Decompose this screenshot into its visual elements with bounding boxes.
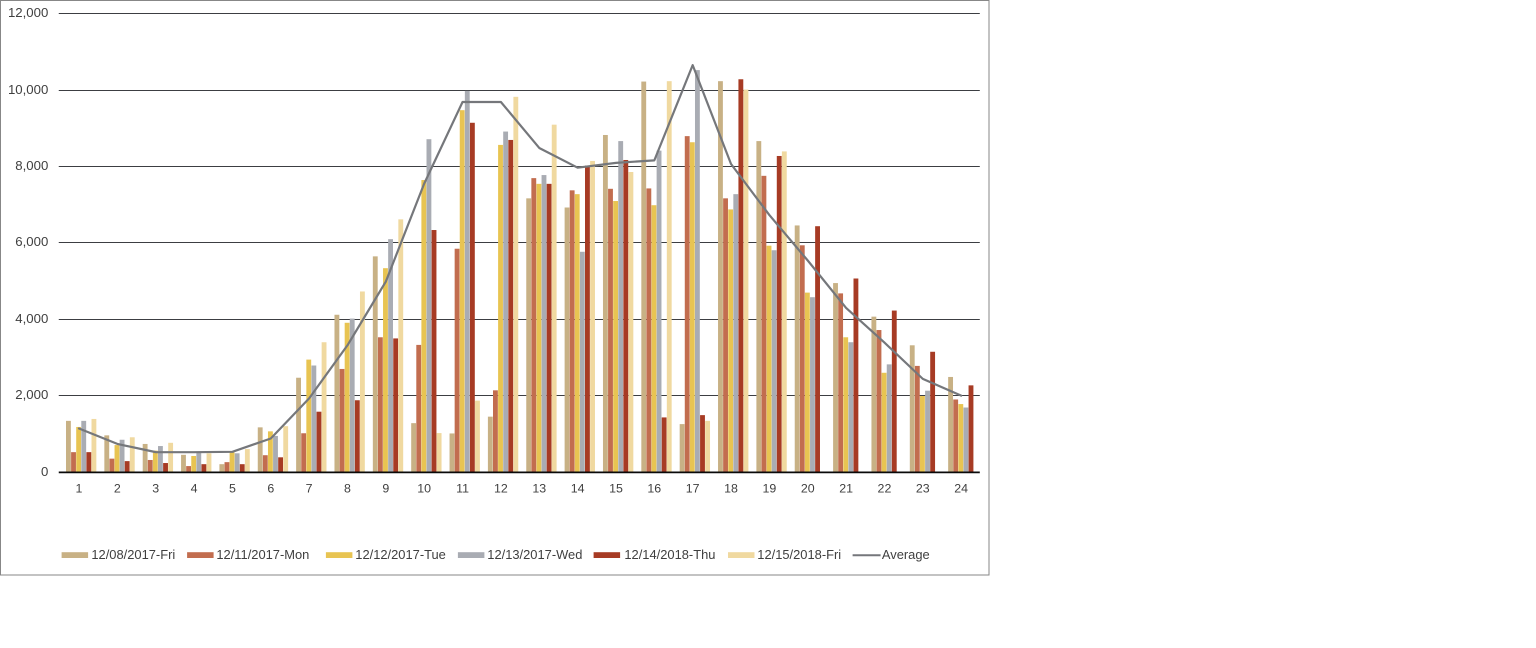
- svg-text:2: 2: [114, 482, 121, 496]
- svg-text:7: 7: [306, 482, 313, 496]
- svg-text:14: 14: [571, 482, 585, 496]
- svg-text:8: 8: [344, 482, 351, 496]
- svg-text:24: 24: [954, 482, 968, 496]
- svg-text:12: 12: [494, 482, 508, 496]
- svg-text:11: 11: [456, 482, 469, 496]
- svg-text:10: 10: [417, 482, 431, 496]
- svg-text:17: 17: [686, 482, 700, 496]
- svg-text:12/14/2018-Thu: 12/14/2018-Thu: [624, 547, 715, 562]
- svg-text:12/11/2017-Mon: 12/11/2017-Mon: [216, 547, 309, 562]
- svg-text:13: 13: [532, 482, 546, 496]
- svg-text:1: 1: [76, 482, 83, 496]
- svg-text:6: 6: [267, 482, 274, 496]
- svg-text:9: 9: [382, 482, 389, 496]
- svg-text:12/12/2017-Tue: 12/12/2017-Tue: [355, 547, 446, 562]
- svg-text:8,000: 8,000: [15, 158, 48, 173]
- svg-text:12/13/2017-Wed: 12/13/2017-Wed: [487, 547, 582, 562]
- svg-text:19: 19: [762, 482, 776, 496]
- svg-text:12,000: 12,000: [8, 5, 48, 20]
- svg-text:12/15/2018-Fri: 12/15/2018-Fri: [757, 547, 841, 562]
- svg-text:3: 3: [152, 482, 159, 496]
- svg-text:Average: Average: [882, 547, 930, 562]
- svg-text:16: 16: [647, 482, 661, 496]
- svg-text:18: 18: [724, 482, 738, 496]
- svg-text:20: 20: [801, 482, 815, 496]
- svg-text:4,000: 4,000: [15, 311, 48, 326]
- svg-text:23: 23: [916, 482, 930, 496]
- svg-text:21: 21: [839, 482, 853, 496]
- svg-text:6,000: 6,000: [15, 234, 48, 249]
- svg-text:22: 22: [878, 482, 892, 496]
- svg-text:10,000: 10,000: [8, 82, 48, 97]
- svg-text:2,000: 2,000: [15, 387, 48, 402]
- svg-text:15: 15: [609, 482, 623, 496]
- svg-text:5: 5: [229, 482, 236, 496]
- svg-text:12/08/2017-Fri: 12/08/2017-Fri: [91, 547, 175, 562]
- svg-text:4: 4: [191, 482, 198, 496]
- svg-text:0: 0: [41, 464, 48, 479]
